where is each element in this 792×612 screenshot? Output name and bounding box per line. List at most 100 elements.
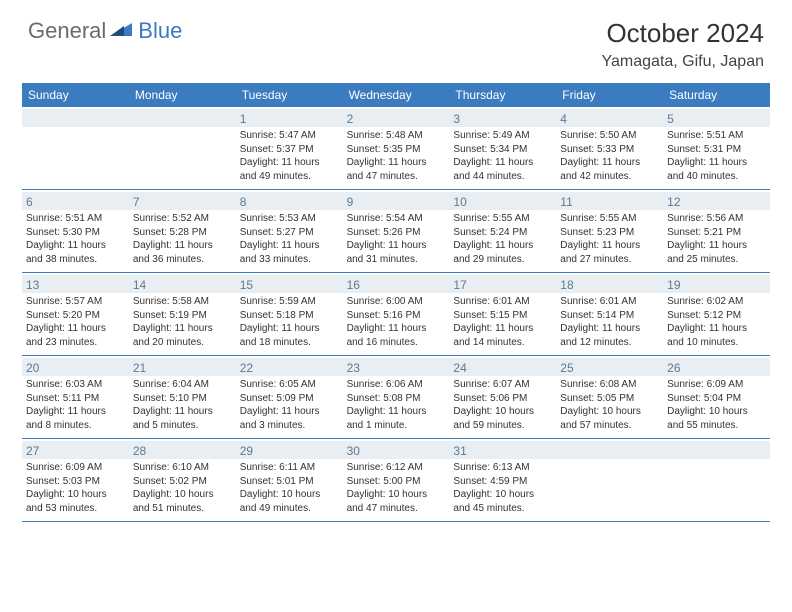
daynum-row: 26 [663,358,770,376]
day-cell: 16Sunrise: 6:00 AMSunset: 5:16 PMDayligh… [343,273,450,355]
sunrise-line: Sunrise: 5:52 AM [133,212,232,226]
day-number: 20 [26,361,39,375]
daynum-row: 5 [663,109,770,127]
sunrise-line: Sunrise: 6:07 AM [453,378,552,392]
weekday-thursday: Thursday [449,83,556,107]
daylight-line: Daylight: 11 hours and 5 minutes. [133,405,232,432]
day-number: 2 [347,112,354,126]
day-cell: 31Sunrise: 6:13 AMSunset: 4:59 PMDayligh… [449,439,556,521]
day-number: 8 [240,195,247,209]
daynum-row: 20 [22,358,129,376]
sunrise-line: Sunrise: 5:55 AM [453,212,552,226]
sunset-line: Sunset: 5:15 PM [453,309,552,323]
daylight-line: Daylight: 11 hours and 20 minutes. [133,322,232,349]
sunrise-line: Sunrise: 5:47 AM [240,129,339,143]
sunset-line: Sunset: 5:31 PM [667,143,766,157]
daylight-line: Daylight: 11 hours and 18 minutes. [240,322,339,349]
sunrise-line: Sunrise: 5:58 AM [133,295,232,309]
weekday-wednesday: Wednesday [343,83,450,107]
daylight-line: Daylight: 11 hours and 42 minutes. [560,156,659,183]
daylight-line: Daylight: 10 hours and 51 minutes. [133,488,232,515]
sunrise-line: Sunrise: 5:53 AM [240,212,339,226]
daynum-row: 3 [449,109,556,127]
daynum-row: 23 [343,358,450,376]
day-cell: 28Sunrise: 6:10 AMSunset: 5:02 PMDayligh… [129,439,236,521]
sunrise-line: Sunrise: 5:57 AM [26,295,125,309]
weeks-grid: 1Sunrise: 5:47 AMSunset: 5:37 PMDaylight… [22,107,770,522]
weekday-monday: Monday [129,83,236,107]
day-number: 11 [560,195,572,209]
sunset-line: Sunset: 5:11 PM [26,392,125,406]
daynum-row: 13 [22,275,129,293]
day-cell: 27Sunrise: 6:09 AMSunset: 5:03 PMDayligh… [22,439,129,521]
day-number: 27 [26,444,39,458]
day-cell: 20Sunrise: 6:03 AMSunset: 5:11 PMDayligh… [22,356,129,438]
daylight-line: Daylight: 10 hours and 57 minutes. [560,405,659,432]
daylight-line: Daylight: 10 hours and 59 minutes. [453,405,552,432]
month-title: October 2024 [602,18,764,49]
day-cell: 15Sunrise: 5:59 AMSunset: 5:18 PMDayligh… [236,273,343,355]
daynum-row: 10 [449,192,556,210]
sunrise-line: Sunrise: 6:12 AM [347,461,446,475]
daylight-line: Daylight: 11 hours and 49 minutes. [240,156,339,183]
daynum-row: 22 [236,358,343,376]
daylight-line: Daylight: 10 hours and 49 minutes. [240,488,339,515]
weekday-header: SundayMondayTuesdayWednesdayThursdayFrid… [22,83,770,107]
sunrise-line: Sunrise: 5:50 AM [560,129,659,143]
day-number: 9 [347,195,354,209]
daylight-line: Daylight: 11 hours and 3 minutes. [240,405,339,432]
day-cell: 14Sunrise: 5:58 AMSunset: 5:19 PMDayligh… [129,273,236,355]
daylight-line: Daylight: 11 hours and 33 minutes. [240,239,339,266]
daylight-line: Daylight: 11 hours and 1 minute. [347,405,446,432]
daynum-row: 31 [449,441,556,459]
daynum-row: 19 [663,275,770,293]
daylight-line: Daylight: 11 hours and 23 minutes. [26,322,125,349]
sunset-line: Sunset: 5:16 PM [347,309,446,323]
sunset-line: Sunset: 5:23 PM [560,226,659,240]
day-cell-empty [129,107,236,189]
daynum-row [556,441,663,459]
sunset-line: Sunset: 5:10 PM [133,392,232,406]
weekday-saturday: Saturday [663,83,770,107]
location: Yamagata, Gifu, Japan [602,53,764,71]
sunrise-line: Sunrise: 6:03 AM [26,378,125,392]
day-number: 18 [560,278,573,292]
sunset-line: Sunset: 5:30 PM [26,226,125,240]
sunrise-line: Sunrise: 6:02 AM [667,295,766,309]
daynum-row: 12 [663,192,770,210]
sunset-line: Sunset: 5:01 PM [240,475,339,489]
sunrise-line: Sunrise: 6:05 AM [240,378,339,392]
sunset-line: Sunset: 5:20 PM [26,309,125,323]
daynum-row: 4 [556,109,663,127]
daylight-line: Daylight: 10 hours and 45 minutes. [453,488,552,515]
day-number: 16 [347,278,360,292]
daynum-row: 9 [343,192,450,210]
sunrise-line: Sunrise: 6:08 AM [560,378,659,392]
sunset-line: Sunset: 5:12 PM [667,309,766,323]
daynum-row: 11 [556,192,663,210]
daylight-line: Daylight: 11 hours and 29 minutes. [453,239,552,266]
sunrise-line: Sunrise: 6:10 AM [133,461,232,475]
daylight-line: Daylight: 11 hours and 31 minutes. [347,239,446,266]
week-row: 1Sunrise: 5:47 AMSunset: 5:37 PMDaylight… [22,107,770,190]
day-cell: 17Sunrise: 6:01 AMSunset: 5:15 PMDayligh… [449,273,556,355]
sunset-line: Sunset: 5:09 PM [240,392,339,406]
week-row: 6Sunrise: 5:51 AMSunset: 5:30 PMDaylight… [22,190,770,273]
daylight-line: Daylight: 11 hours and 16 minutes. [347,322,446,349]
title-block: October 2024 Yamagata, Gifu, Japan [602,18,764,71]
sunset-line: Sunset: 5:08 PM [347,392,446,406]
day-number: 24 [453,361,466,375]
daynum-row: 2 [343,109,450,127]
sunset-line: Sunset: 5:03 PM [26,475,125,489]
sunrise-line: Sunrise: 6:01 AM [560,295,659,309]
sunrise-line: Sunrise: 6:13 AM [453,461,552,475]
daynum-row: 15 [236,275,343,293]
sunrise-line: Sunrise: 6:09 AM [26,461,125,475]
day-cell: 8Sunrise: 5:53 AMSunset: 5:27 PMDaylight… [236,190,343,272]
day-cell: 19Sunrise: 6:02 AMSunset: 5:12 PMDayligh… [663,273,770,355]
week-row: 20 Sunrise: 6:03 AMSunset: 5:11 PM Dayligh… [22,356,770,439]
sunrise-line: Sunrise: 6:11 AM [240,461,339,475]
daylight-line: Daylight: 10 hours and 47 minutes. [347,488,446,515]
daylight-line: Daylight: 11 hours and 38 minutes. [26,239,125,266]
day-number: 29 [240,444,253,458]
